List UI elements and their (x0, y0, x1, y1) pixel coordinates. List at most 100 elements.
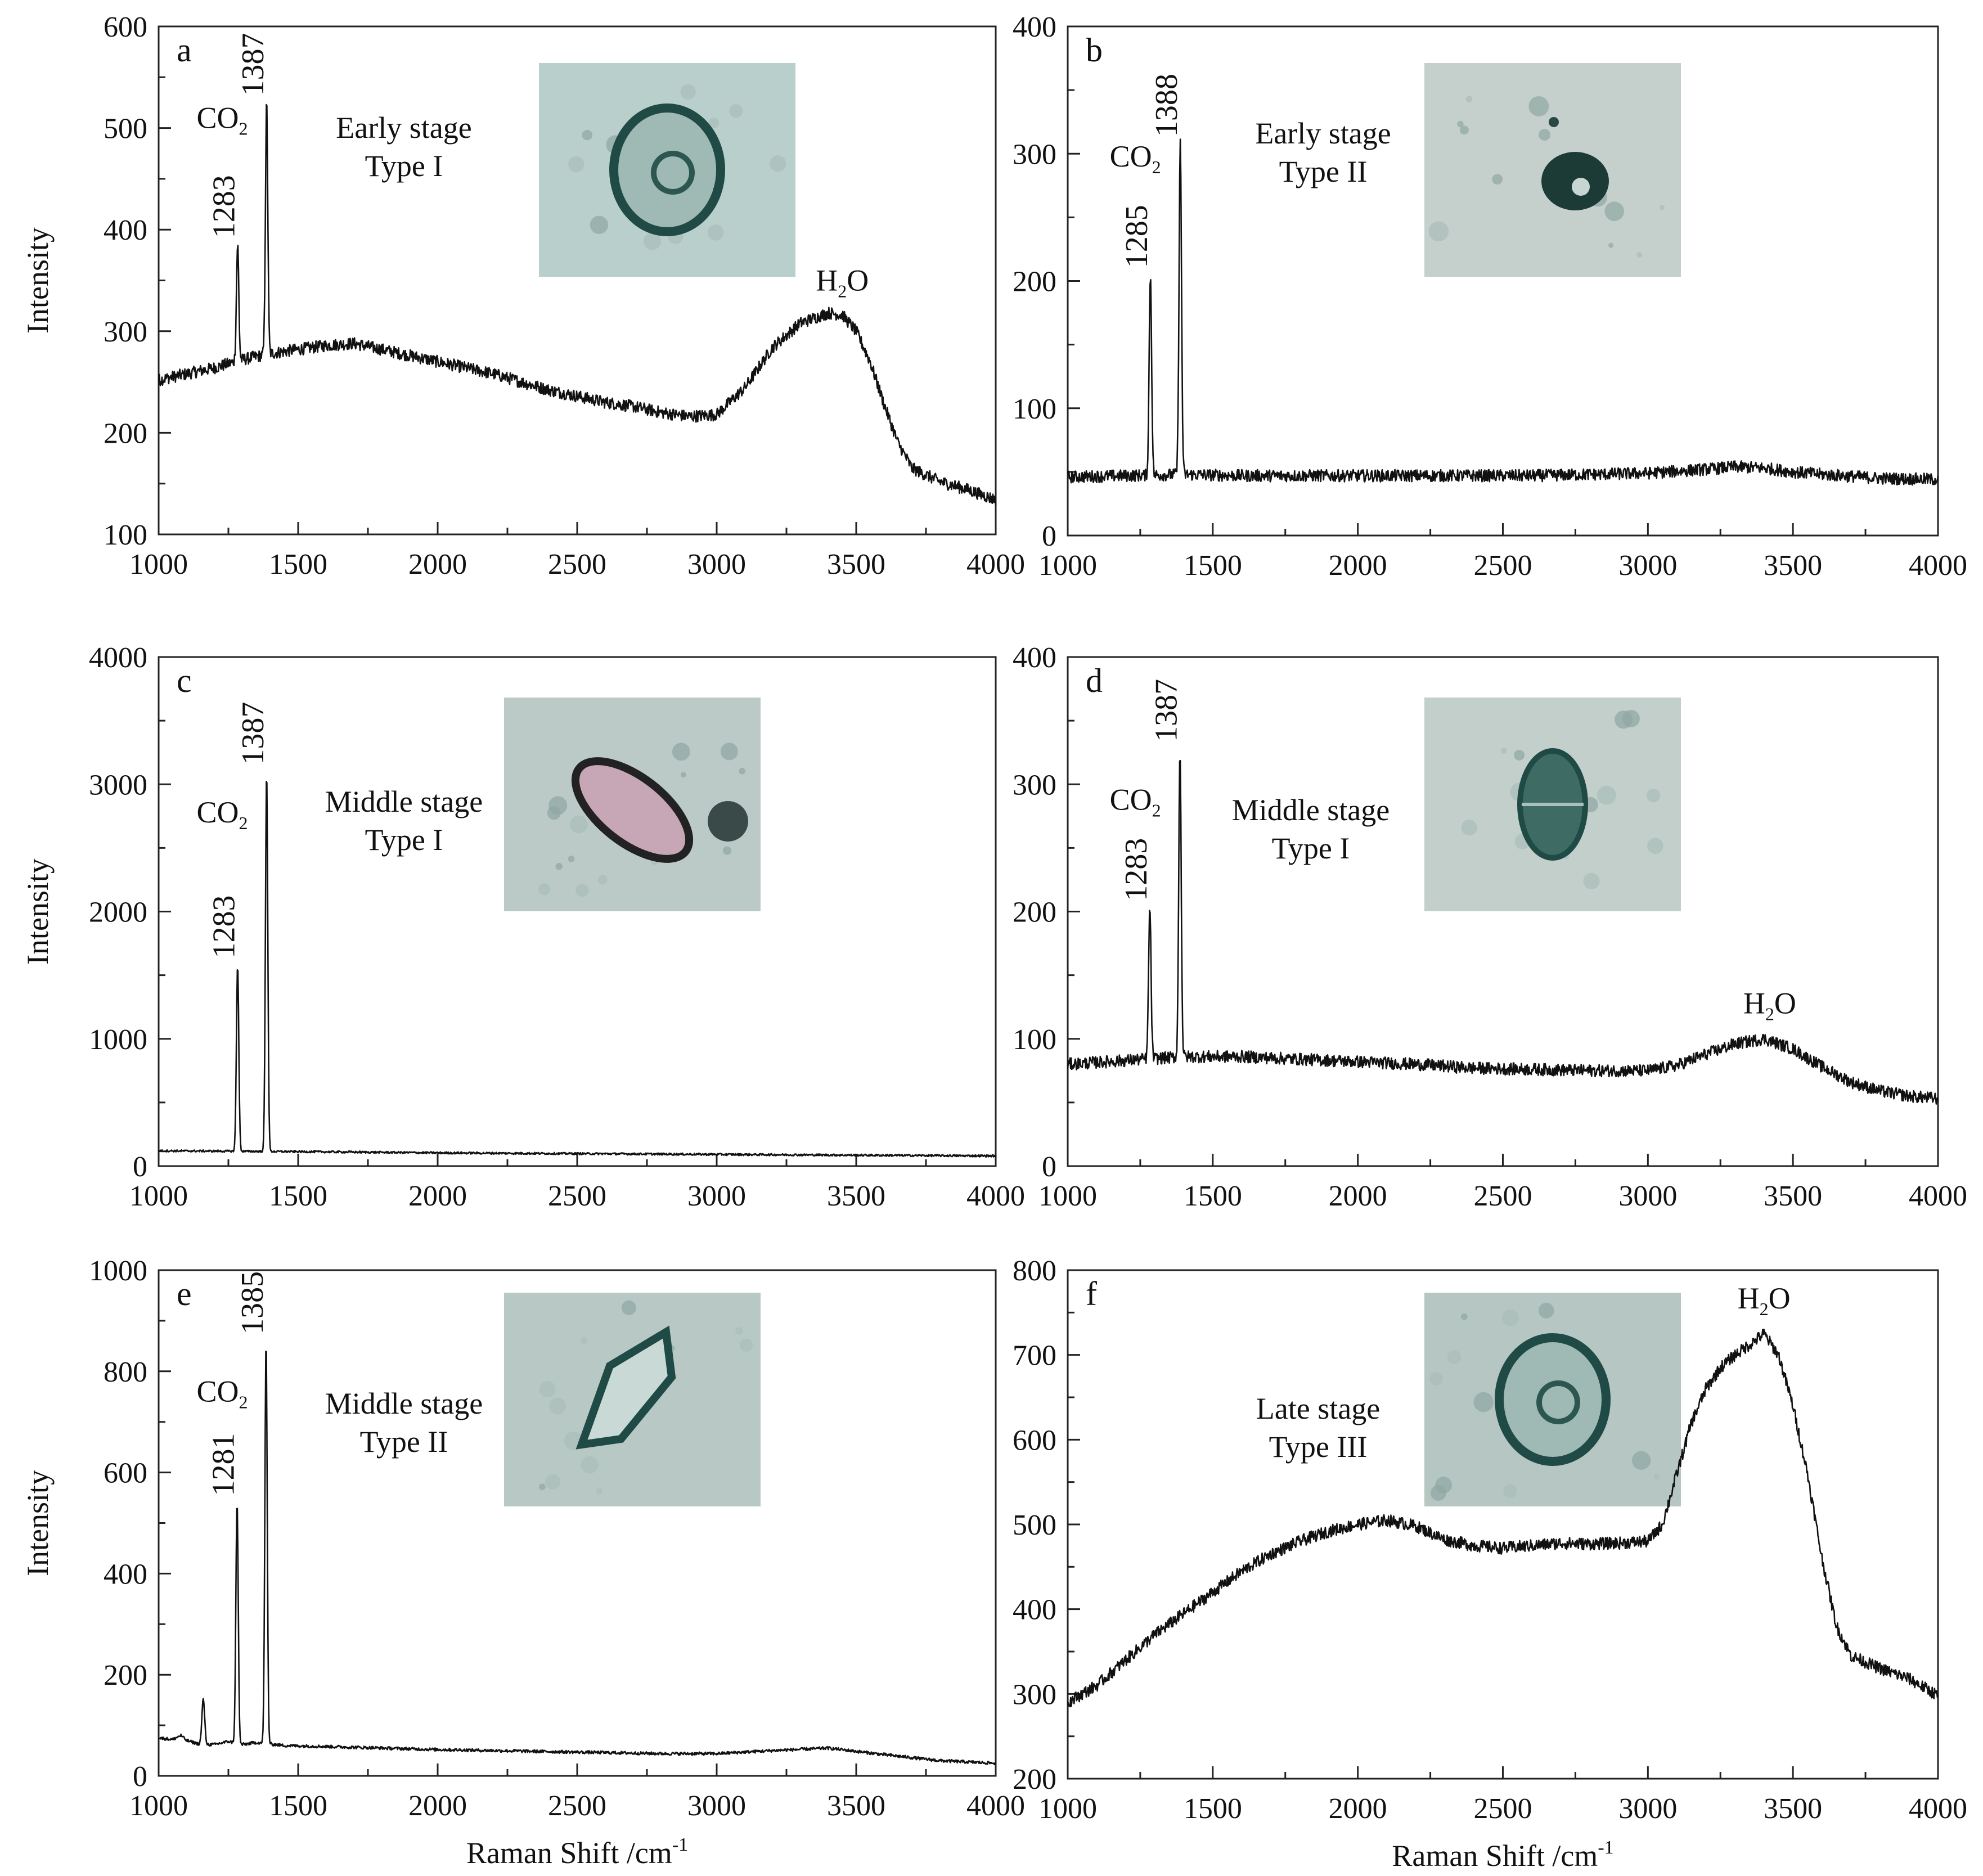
x-tick-label: 2000 (408, 1790, 467, 1822)
panel-letter: c (177, 662, 192, 699)
y-tick-label: 400 (1013, 1594, 1056, 1626)
x-tick-label: 1500 (269, 1180, 327, 1212)
x-tick-label: 1000 (129, 1790, 188, 1822)
co2-label: CO2 (197, 1375, 248, 1412)
stage-label: Middle stage (1232, 793, 1390, 827)
x-axis-label: Raman Shift /cm-1 (466, 1834, 688, 1870)
x-tick-label: 1500 (1184, 550, 1242, 582)
y-tick-label: 200 (1013, 266, 1056, 298)
x-tick-label: 4000 (1909, 1180, 1967, 1212)
spectrum-line (158, 104, 997, 506)
stage-label: Middle stage (325, 785, 483, 818)
stage-label: Late stage (1256, 1392, 1380, 1425)
x-tick-label: 2500 (548, 548, 606, 581)
x-tick-label: 2500 (548, 1790, 606, 1822)
peak-label: 1283 (206, 175, 241, 238)
y-tick-label: 400 (104, 214, 147, 246)
y-tick-label: 1000 (89, 1255, 147, 1287)
x-tick-label: 2000 (408, 548, 467, 581)
x-tick-label: 3000 (1618, 550, 1677, 582)
y-tick-label: 100 (104, 519, 147, 551)
y-tick-label: 200 (104, 1659, 147, 1691)
x-tick-label: 2500 (1474, 1180, 1532, 1212)
x-tick-label: 3000 (1618, 1793, 1677, 1825)
inclusion-micrograph (539, 63, 795, 277)
y-tick-label: 800 (1013, 1255, 1056, 1287)
h2o-label: H2O (816, 264, 869, 302)
panel-e: 1000 1500 2000 2500 3000 3500 4000 0 200 400 600 80… (21, 1255, 1025, 1870)
x-tick-label: 4000 (1909, 550, 1967, 582)
co2-label: CO2 (1110, 783, 1161, 821)
x-tick-label: 2500 (548, 1180, 606, 1212)
x-tick-label: 1000 (129, 1180, 188, 1212)
x-tick-label: 4000 (966, 1790, 1025, 1822)
y-tick-label: 400 (104, 1558, 147, 1590)
peak-label: 1387 (1149, 679, 1184, 742)
y-axis-label: Intensity (21, 1470, 55, 1576)
type-label: Type I (365, 149, 443, 183)
x-tick-label: 3500 (1764, 1180, 1822, 1212)
x-tick-label: 2000 (1329, 1180, 1387, 1212)
x-tick-label: 1000 (1038, 1793, 1097, 1825)
x-tick-label: 3500 (827, 1180, 885, 1212)
y-tick-label: 200 (1013, 1763, 1056, 1796)
y-tick-label: 0 (1042, 1151, 1056, 1183)
y-tick-label: 200 (1013, 897, 1056, 929)
co2-label: CO2 (197, 101, 248, 139)
inclusion-micrograph (504, 1293, 761, 1506)
x-tick-label: 3000 (687, 1790, 746, 1822)
x-tick-label: 3000 (687, 548, 746, 581)
x-tick-label: 1000 (1038, 550, 1097, 582)
x-tick-label: 2000 (1329, 1793, 1387, 1825)
x-tick-label: 1500 (1184, 1793, 1242, 1825)
panel-f: 1000 1500 2000 2500 3000 3500 4000 200 300 400 500… (1013, 1255, 1967, 1873)
y-tick-label: 2000 (89, 897, 147, 929)
y-tick-label: 400 (1013, 642, 1056, 674)
x-tick-label: 3000 (1618, 1180, 1677, 1212)
x-tick-label: 4000 (1909, 1793, 1967, 1825)
panel-d: 1000 1500 2000 2500 3000 3500 4000 0 100 200 300 40… (1013, 642, 1967, 1212)
panel-b: 1000 1500 2000 2500 3000 3500 4000 0 100 200 300 40… (1013, 11, 1967, 582)
stage-label: Early stage (336, 111, 471, 145)
peak-label: 1388 (1149, 74, 1184, 137)
x-tick-label: 3500 (1764, 1793, 1822, 1825)
h2o-label: H2O (1743, 987, 1796, 1024)
x-tick-label: 3500 (1764, 550, 1822, 582)
y-tick-label: 700 (1013, 1340, 1056, 1372)
panel-letter: b (1086, 32, 1103, 69)
x-tick-label: 1000 (1038, 1180, 1097, 1212)
peak-label: 1285 (1119, 205, 1154, 268)
y-tick-label: 500 (104, 113, 147, 145)
inclusion-micrograph (1424, 698, 1681, 911)
stage-label: Early stage (1255, 116, 1391, 150)
peak-label: 1281 (206, 1433, 241, 1496)
spectrum-line (1067, 1329, 1939, 1708)
y-tick-label: 300 (104, 316, 147, 348)
panel-letter: d (1086, 662, 1103, 699)
peak-label: 1387 (236, 33, 271, 96)
type-label: Type I (365, 823, 443, 857)
type-label: Type II (360, 1425, 448, 1459)
x-tick-label: 2500 (1474, 1793, 1532, 1825)
y-tick-label: 600 (1013, 1424, 1056, 1456)
y-tick-label: 100 (1013, 1024, 1056, 1056)
y-tick-label: 300 (1013, 138, 1056, 170)
y-tick-label: 300 (1013, 1679, 1056, 1711)
type-label: Type III (1269, 1430, 1368, 1464)
x-tick-label: 3000 (687, 1180, 746, 1212)
peak-label: 1387 (236, 702, 271, 765)
panel-a: 1000 1500 2000 2500 3000 3500 4000 100 200 300 400… (21, 11, 1025, 581)
panel-letter: a (177, 32, 192, 69)
stage-label: Middle stage (325, 1387, 483, 1420)
x-tick-label: 2000 (1329, 550, 1387, 582)
x-tick-label: 4000 (966, 548, 1025, 581)
y-tick-label: 500 (1013, 1509, 1056, 1541)
y-tick-label: 600 (104, 1457, 147, 1490)
y-axis-label: Intensity (21, 858, 55, 965)
inclusion-micrograph (1424, 63, 1681, 277)
y-tick-label: 800 (104, 1356, 147, 1388)
inclusion-micrograph (504, 698, 761, 911)
y-tick-label: 200 (104, 417, 147, 449)
